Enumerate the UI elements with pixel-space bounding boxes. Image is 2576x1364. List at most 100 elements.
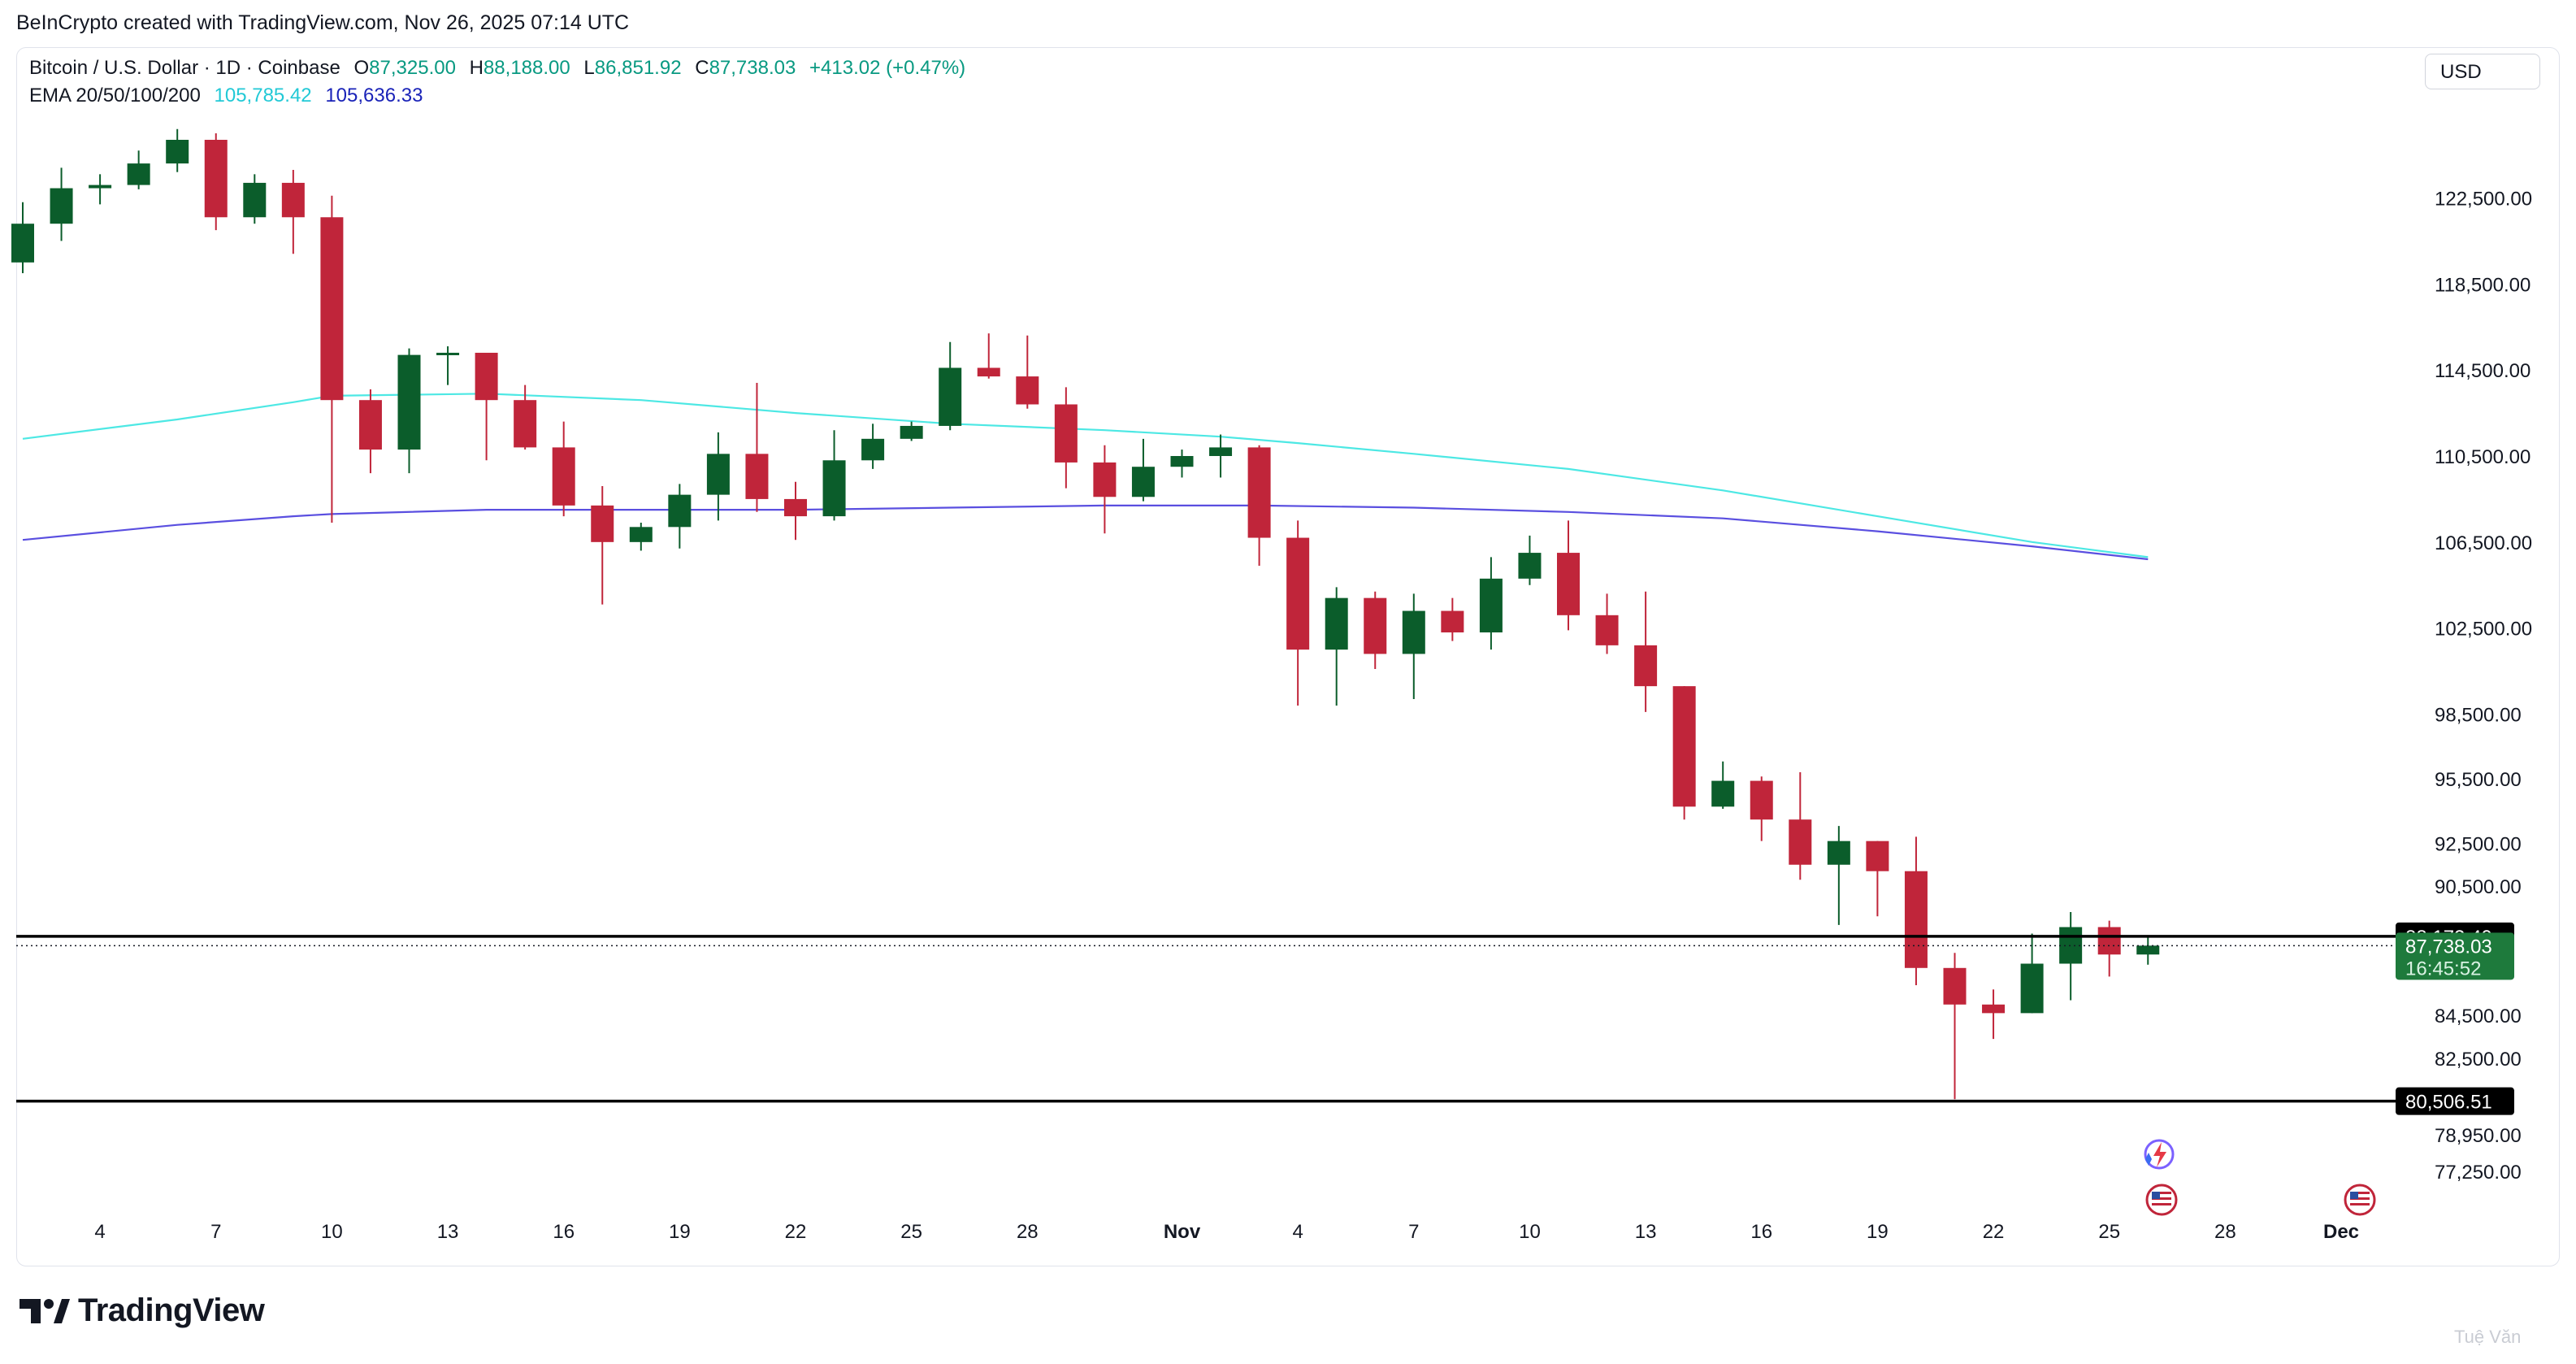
candle-body bbox=[436, 352, 460, 355]
candle-body bbox=[127, 163, 150, 185]
candle-body bbox=[1209, 447, 1233, 456]
us-flag-event-icon[interactable] bbox=[2145, 1184, 2178, 1216]
candle-body bbox=[514, 400, 537, 448]
bar-countdown-label: 16:45:52 bbox=[2405, 958, 2481, 980]
candle-body bbox=[50, 188, 73, 224]
candle-body bbox=[939, 367, 962, 426]
candle-body bbox=[552, 447, 575, 506]
tradingview-wordmark: TradingView bbox=[78, 1292, 265, 1328]
candle-body bbox=[1557, 553, 1580, 615]
candle-body bbox=[629, 527, 653, 542]
x-tick-label: 22 bbox=[785, 1221, 807, 1243]
candle-body bbox=[1634, 645, 1658, 687]
candle-body bbox=[204, 140, 228, 218]
candle-body bbox=[89, 185, 112, 189]
y-tick-label: 118,500.00 bbox=[2435, 274, 2530, 296]
chart-frame bbox=[16, 47, 2560, 1266]
candle-body bbox=[1093, 462, 1117, 497]
candle-body bbox=[1518, 553, 1542, 579]
close-label: C bbox=[695, 57, 709, 79]
price-axis: 122,500.00 118,500.00 114,500.00 110,500.00… bbox=[2435, 188, 2532, 1183]
change-value: +413.02 (+0.47%) bbox=[809, 57, 966, 79]
candle-body bbox=[1054, 404, 1078, 463]
candle-body bbox=[1131, 467, 1155, 497]
candle-body bbox=[706, 454, 730, 495]
y-tick-label: 95,500.00 bbox=[2435, 769, 2522, 791]
candle-body bbox=[358, 400, 382, 450]
y-tick-label: 78,950.00 bbox=[2435, 1125, 2522, 1147]
ema-line-1 bbox=[22, 393, 2149, 558]
close-value: 87,738.03 bbox=[709, 57, 796, 79]
us-flag-event-icon[interactable] bbox=[2344, 1184, 2376, 1216]
candle-body bbox=[1286, 537, 1310, 650]
ema-value-2: 105,636.33 bbox=[325, 85, 423, 106]
y-tick-label: 110,500.00 bbox=[2435, 446, 2530, 468]
x-tick-label: 4 bbox=[1292, 1221, 1303, 1243]
x-tick-label: 10 bbox=[321, 1221, 343, 1243]
y-tick-label: 84,500.00 bbox=[2435, 1006, 2522, 1027]
x-tick-label: 28 bbox=[2214, 1221, 2236, 1243]
ema-label: EMA 20/50/100/200 bbox=[29, 85, 201, 106]
tradingview-logo-icon bbox=[20, 1298, 70, 1323]
candle-body bbox=[861, 438, 885, 461]
x-tick-label: 10 bbox=[1519, 1221, 1541, 1243]
candle-body bbox=[1325, 597, 1348, 650]
candlestick-series bbox=[11, 128, 2160, 1100]
candle-body bbox=[1441, 610, 1464, 632]
candle-body bbox=[1364, 597, 1387, 654]
x-tick-label: Nov bbox=[1164, 1221, 1201, 1243]
low-label: L bbox=[583, 57, 595, 79]
level-price-label: 80,506.51 bbox=[2405, 1092, 2492, 1114]
candle-body bbox=[1479, 578, 1503, 632]
y-tick-label: 98,500.00 bbox=[2435, 705, 2522, 727]
high-label: H bbox=[469, 57, 484, 79]
x-tick-label: 4 bbox=[94, 1221, 105, 1243]
candle-body bbox=[11, 224, 34, 263]
candle-body bbox=[784, 498, 807, 517]
y-tick-label: 82,500.00 bbox=[2435, 1049, 2522, 1071]
x-tick-label: 13 bbox=[1635, 1221, 1657, 1243]
open-label: O bbox=[353, 57, 370, 79]
y-tick-label: 102,500.00 bbox=[2435, 619, 2532, 641]
level-price-tag bbox=[2396, 1087, 2514, 1115]
candle-body bbox=[1170, 455, 1194, 467]
x-tick-label: 19 bbox=[669, 1221, 691, 1243]
candle-body bbox=[822, 460, 846, 517]
candle-body bbox=[320, 217, 344, 401]
x-tick-label: 7 bbox=[1408, 1221, 1419, 1243]
high-value: 88,188.00 bbox=[483, 57, 570, 79]
candle-body bbox=[1982, 1004, 2006, 1014]
candle-body bbox=[2059, 927, 2083, 964]
ema-value-1: 105,785.42 bbox=[214, 85, 312, 106]
symbol-legend: Bitcoin / U.S. Dollar · 1D · Coinbase O8… bbox=[29, 57, 965, 80]
candle-body bbox=[1789, 819, 1812, 865]
y-tick-label: 106,500.00 bbox=[2435, 532, 2532, 554]
x-tick-label: 16 bbox=[1750, 1221, 1772, 1243]
candle-body bbox=[591, 505, 614, 542]
x-tick-label: 19 bbox=[1867, 1221, 1889, 1243]
candle-body bbox=[1595, 615, 1619, 645]
chart-credit: BeInCrypto created with TradingView.com,… bbox=[16, 11, 630, 34]
candle-body bbox=[900, 425, 923, 439]
candle-body bbox=[166, 140, 189, 164]
y-tick-label: 122,500.00 bbox=[2435, 188, 2532, 210]
y-tick-label: 77,250.00 bbox=[2435, 1162, 2522, 1184]
open-value: 87,325.00 bbox=[369, 57, 456, 79]
candle-body bbox=[745, 454, 769, 499]
earnings-icon[interactable] bbox=[2144, 1139, 2175, 1170]
candle-body bbox=[2097, 927, 2121, 955]
tradingview-logo: TradingView bbox=[18, 1292, 265, 1329]
y-tick-label: 92,500.00 bbox=[2435, 833, 2522, 855]
candle-body bbox=[1904, 871, 1928, 968]
x-tick-label: 13 bbox=[437, 1221, 459, 1243]
last-price-label: 87,738.03 bbox=[2405, 936, 2492, 958]
candle-body bbox=[1827, 841, 1850, 865]
x-tick-label: 22 bbox=[1983, 1221, 2005, 1243]
time-axis: 4 7 10 13 16 19 22 25 28 Nov 4 7 10 13 16 19 22 25 28 Dec bbox=[94, 1221, 2359, 1243]
y-tick-label: 114,500.00 bbox=[2435, 360, 2530, 382]
currency-selector[interactable]: USD bbox=[2425, 54, 2540, 89]
candle-body bbox=[1247, 447, 1271, 538]
low-value: 86,851.92 bbox=[594, 57, 682, 79]
